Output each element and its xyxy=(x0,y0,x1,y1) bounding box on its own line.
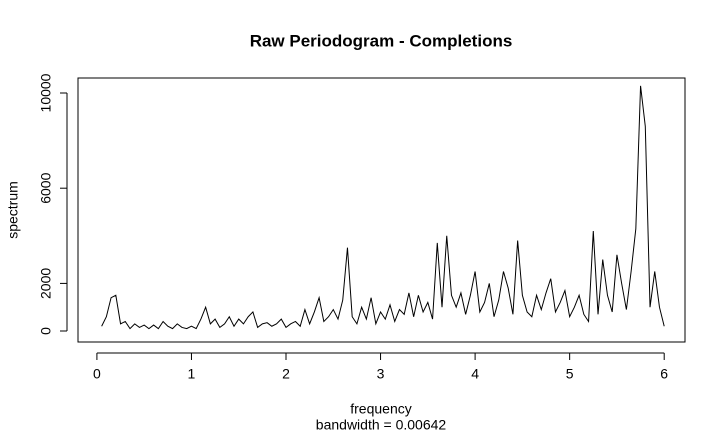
y-tick-label: 6000 xyxy=(38,172,54,203)
x-tick-label: 3 xyxy=(377,366,385,382)
x-axis-label: frequency xyxy=(350,401,411,417)
chart-title: Raw Periodogram - Completions xyxy=(250,31,513,50)
plot-box xyxy=(77,77,686,343)
y-tick-label: 10000 xyxy=(38,73,54,112)
x-tick-label: 2 xyxy=(282,366,290,382)
x-tick-label: 0 xyxy=(93,366,101,382)
subtitle: bandwidth = 0.00642 xyxy=(316,417,447,433)
y-tick-label: 2000 xyxy=(38,268,54,299)
x-tick-label: 4 xyxy=(471,366,479,382)
x-tick-label: 1 xyxy=(188,366,196,382)
y-axis-label: spectrum xyxy=(5,181,21,239)
spectrum-line xyxy=(101,85,665,330)
x-tick-label: 6 xyxy=(660,366,668,382)
y-tick-label: 0 xyxy=(38,327,54,335)
x-tick-label: 5 xyxy=(566,366,574,382)
